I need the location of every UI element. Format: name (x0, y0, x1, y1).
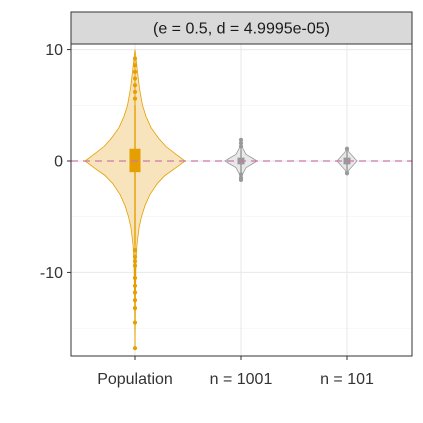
outlier-point (132, 248, 138, 253)
axes: 10 0 -10 Population n = 1001 n = 101 (40, 42, 374, 388)
x-tick-label: n = 101 (320, 371, 374, 388)
outlier-point (238, 141, 244, 146)
outlier-point (238, 177, 244, 183)
y-tick-label: 10 (45, 42, 63, 59)
outlier-point (132, 69, 138, 74)
outlier-point (132, 320, 138, 325)
outlier-point (132, 283, 138, 288)
outlier-point (132, 275, 138, 281)
outlier-point (132, 96, 138, 101)
x-tick-label: Population (97, 371, 173, 388)
outlier-point (238, 137, 244, 142)
outlier-point (132, 254, 138, 259)
facet-label: (e = 0.5, d = 4.9995e-05) (153, 21, 330, 38)
outlier-point (132, 89, 138, 95)
y-tick-label: -10 (40, 265, 63, 282)
outlier-point (132, 298, 138, 303)
facet-strip (70, 11, 413, 45)
outlier-point (132, 76, 138, 81)
outlier-point (344, 146, 350, 151)
plot-area (71, 49, 412, 351)
outlier-point (132, 346, 138, 351)
outlier-point (344, 171, 350, 176)
outlier-point (238, 144, 244, 149)
panel-border (70, 43, 413, 357)
outlier-point (238, 172, 244, 177)
outlier-point (132, 63, 138, 68)
x-tick-label: n = 1001 (210, 371, 273, 388)
y-tick-label: 0 (54, 154, 63, 171)
outlier-point (132, 290, 138, 295)
outlier-point (132, 263, 138, 268)
outlier-point (132, 305, 138, 311)
outlier-point (132, 259, 138, 264)
outlier-point (132, 56, 138, 61)
outlier-point (132, 83, 138, 88)
